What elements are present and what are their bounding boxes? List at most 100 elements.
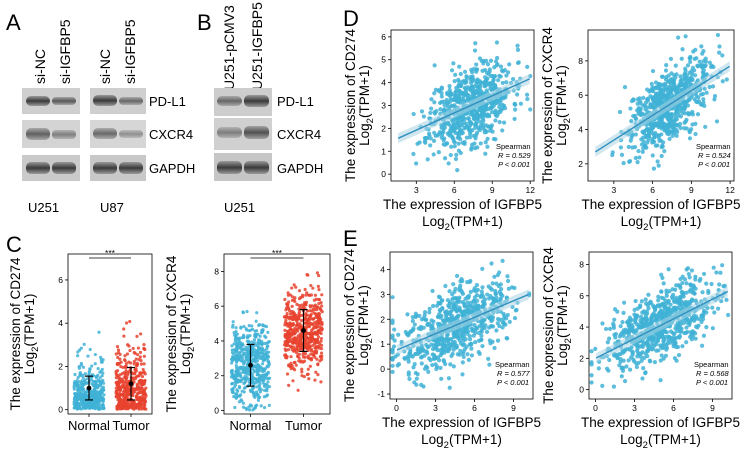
data-point — [140, 405, 144, 409]
data-point — [234, 345, 239, 350]
data-point — [290, 364, 294, 368]
data-point — [688, 59, 693, 64]
data-point — [259, 365, 263, 370]
data-point — [497, 270, 502, 275]
data-point — [242, 324, 246, 329]
data-point — [390, 369, 395, 374]
data-point — [258, 395, 262, 399]
x-axis-title: The expression of IGFBP5 — [383, 197, 542, 212]
data-point — [124, 381, 128, 386]
data-point — [646, 137, 651, 142]
data-point — [629, 119, 634, 124]
data-point — [589, 373, 594, 378]
band-label: GAPDH — [149, 161, 195, 176]
y-tick-label: 2 — [214, 371, 219, 381]
data-point — [419, 361, 424, 366]
data-point — [496, 77, 501, 83]
data-point — [134, 357, 138, 361]
data-point — [139, 359, 143, 363]
data-point — [392, 338, 397, 343]
data-point — [659, 289, 664, 294]
data-point — [132, 404, 136, 409]
lane-label: U251-pCMV3 — [221, 5, 237, 90]
data-point — [312, 298, 317, 302]
data-point — [661, 125, 666, 130]
data-point — [487, 338, 492, 343]
data-point — [306, 367, 310, 371]
data-point — [316, 322, 321, 326]
data-point — [285, 372, 290, 376]
data-point — [297, 289, 302, 293]
data-point — [473, 339, 478, 345]
data-point — [136, 346, 140, 350]
data-point — [451, 282, 456, 287]
data-point — [232, 357, 237, 362]
data-point — [309, 321, 313, 326]
data-point — [633, 316, 638, 321]
data-point — [252, 394, 256, 398]
data-point — [596, 366, 601, 371]
data-point — [528, 107, 533, 112]
y-tick-label: 2 — [381, 123, 386, 133]
x-category-label: Tumor — [112, 418, 150, 433]
data-point — [673, 89, 679, 94]
data-point — [263, 388, 267, 392]
data-point — [230, 348, 234, 352]
data-point — [507, 62, 512, 67]
lane-label: si-NC — [97, 49, 113, 84]
data-point — [717, 282, 722, 287]
blot-band — [244, 161, 269, 174]
data-point — [655, 143, 660, 148]
data-point — [309, 349, 313, 353]
data-point — [704, 281, 709, 286]
data-point — [710, 305, 715, 310]
data-point — [309, 283, 313, 288]
data-point — [451, 139, 456, 144]
data-point — [687, 136, 693, 141]
data-point — [478, 141, 483, 146]
data-point — [664, 293, 669, 298]
data-point — [626, 358, 631, 363]
data-point — [654, 348, 659, 353]
data-point — [303, 287, 307, 292]
data-point — [85, 405, 90, 409]
data-point — [79, 363, 83, 367]
data-point — [652, 360, 658, 365]
data-point — [446, 341, 451, 346]
data-point — [489, 110, 495, 115]
data-point — [291, 323, 296, 327]
data-point — [502, 106, 508, 111]
data-point — [413, 311, 418, 316]
data-point — [131, 387, 135, 391]
data-point — [500, 325, 505, 330]
data-point — [497, 323, 502, 329]
data-point — [122, 380, 126, 384]
data-point — [265, 385, 269, 390]
data-point — [654, 86, 659, 91]
data-point — [641, 95, 646, 100]
data-point — [715, 32, 721, 38]
data-point — [678, 125, 683, 131]
data-point — [116, 383, 121, 387]
data-point — [466, 357, 471, 362]
data-point — [678, 329, 683, 334]
y-tick-label: 2 — [578, 159, 583, 169]
data-point — [671, 126, 676, 131]
data-point — [473, 146, 478, 151]
data-point — [668, 90, 673, 95]
data-point — [99, 358, 103, 362]
data-point — [467, 135, 473, 140]
y-tick-label: 4 — [381, 78, 386, 88]
data-point — [120, 405, 124, 409]
y-tick-label: 4 — [58, 318, 63, 328]
data-point — [303, 342, 308, 346]
y-tick-label: 0 — [380, 364, 385, 374]
data-point — [138, 350, 143, 354]
data-point — [290, 295, 295, 299]
data-point — [707, 60, 712, 65]
data-point — [238, 371, 242, 375]
data-point — [682, 120, 687, 125]
data-point — [307, 346, 311, 350]
data-point — [310, 356, 314, 360]
data-point — [465, 97, 470, 102]
